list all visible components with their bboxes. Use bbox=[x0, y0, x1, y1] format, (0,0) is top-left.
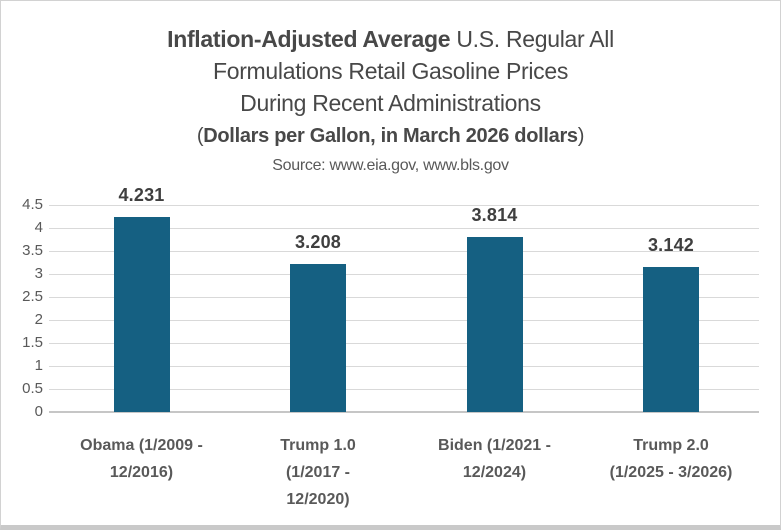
y-tick-label: 4 bbox=[34, 219, 43, 236]
chart-title-line-1: Inflation-Adjusted Average U.S. Regular … bbox=[1, 23, 780, 55]
category-label: Trump 2.0 (1/2025 - 3/2026) bbox=[582, 432, 760, 486]
bar bbox=[113, 217, 170, 412]
chart-subtitle-open-paren: ( bbox=[196, 125, 204, 147]
value-label: 4.231 bbox=[118, 185, 165, 206]
y-tick-label: 3 bbox=[34, 265, 43, 282]
y-tick-label: 3.5 bbox=[22, 242, 43, 259]
gridline bbox=[49, 389, 759, 390]
chart-title-line-2: Formulations Retail Gasoline Prices bbox=[212, 58, 569, 84]
gridline bbox=[49, 320, 759, 321]
chart-source: Source: www.eia.gov, www.bls.gov bbox=[272, 157, 509, 174]
y-tick-label: 4.5 bbox=[22, 196, 43, 213]
y-tick-label: 1.5 bbox=[22, 334, 43, 351]
category-label-line: Biden (1/2021 - bbox=[438, 437, 551, 454]
chart-title-line-1-bold: Inflation-Adjusted Average bbox=[167, 26, 451, 52]
chart-title-line-1-rest: U.S. Regular All bbox=[450, 26, 614, 52]
chart-title-line-3: During Recent Administrations bbox=[240, 90, 541, 116]
gridline bbox=[49, 274, 759, 275]
y-tick-label: 1 bbox=[34, 357, 43, 374]
bar bbox=[290, 264, 346, 412]
category-label-line: Trump 1.0 bbox=[280, 437, 356, 454]
category-label: Obama (1/2009 - 12/2016) bbox=[53, 432, 231, 486]
category-label-line: (1/2017 - bbox=[285, 464, 351, 481]
y-tick-label: 0.5 bbox=[22, 380, 43, 397]
y-tick-label: 2 bbox=[34, 311, 43, 328]
value-label: 3.814 bbox=[471, 204, 518, 225]
category-label-line: (1/2025 - 3/2026) bbox=[609, 464, 733, 481]
gridline bbox=[49, 343, 759, 344]
category-label-line: 12/2020) bbox=[286, 491, 350, 508]
chart-subtitle-close-paren: ) bbox=[577, 125, 585, 147]
chart-subtitle: (Dollars per Gallon, in March 2026 dolla… bbox=[1, 119, 780, 153]
category-label-line: Obama (1/2009 - bbox=[80, 437, 203, 454]
category-label: Trump 1.0 (1/2017 - 12/2020) bbox=[229, 432, 407, 513]
category-label-line: 12/2024) bbox=[462, 464, 527, 481]
gridline bbox=[49, 205, 759, 206]
chart-title-block: Inflation-Adjusted Average U.S. Regular … bbox=[1, 23, 780, 179]
gridline bbox=[49, 251, 759, 252]
value-label: 3.142 bbox=[647, 235, 695, 256]
chart-subtitle-text: Dollars per Gallon, in March 2026 dollar… bbox=[203, 125, 578, 147]
category-label-line: Trump 2.0 bbox=[633, 437, 709, 454]
gridline bbox=[49, 228, 759, 229]
category-label: Biden (1/2021 - 12/2024) bbox=[406, 432, 584, 486]
y-tick-label: 2.5 bbox=[22, 288, 43, 305]
y-tick-label: 0 bbox=[34, 403, 43, 420]
x-axis-line bbox=[49, 411, 759, 413]
bar bbox=[466, 236, 523, 412]
gridline bbox=[49, 366, 759, 367]
value-label: 3.208 bbox=[294, 232, 342, 253]
category-label-line: 12/2016) bbox=[109, 464, 174, 481]
bar bbox=[643, 267, 699, 412]
gridline bbox=[49, 297, 759, 298]
